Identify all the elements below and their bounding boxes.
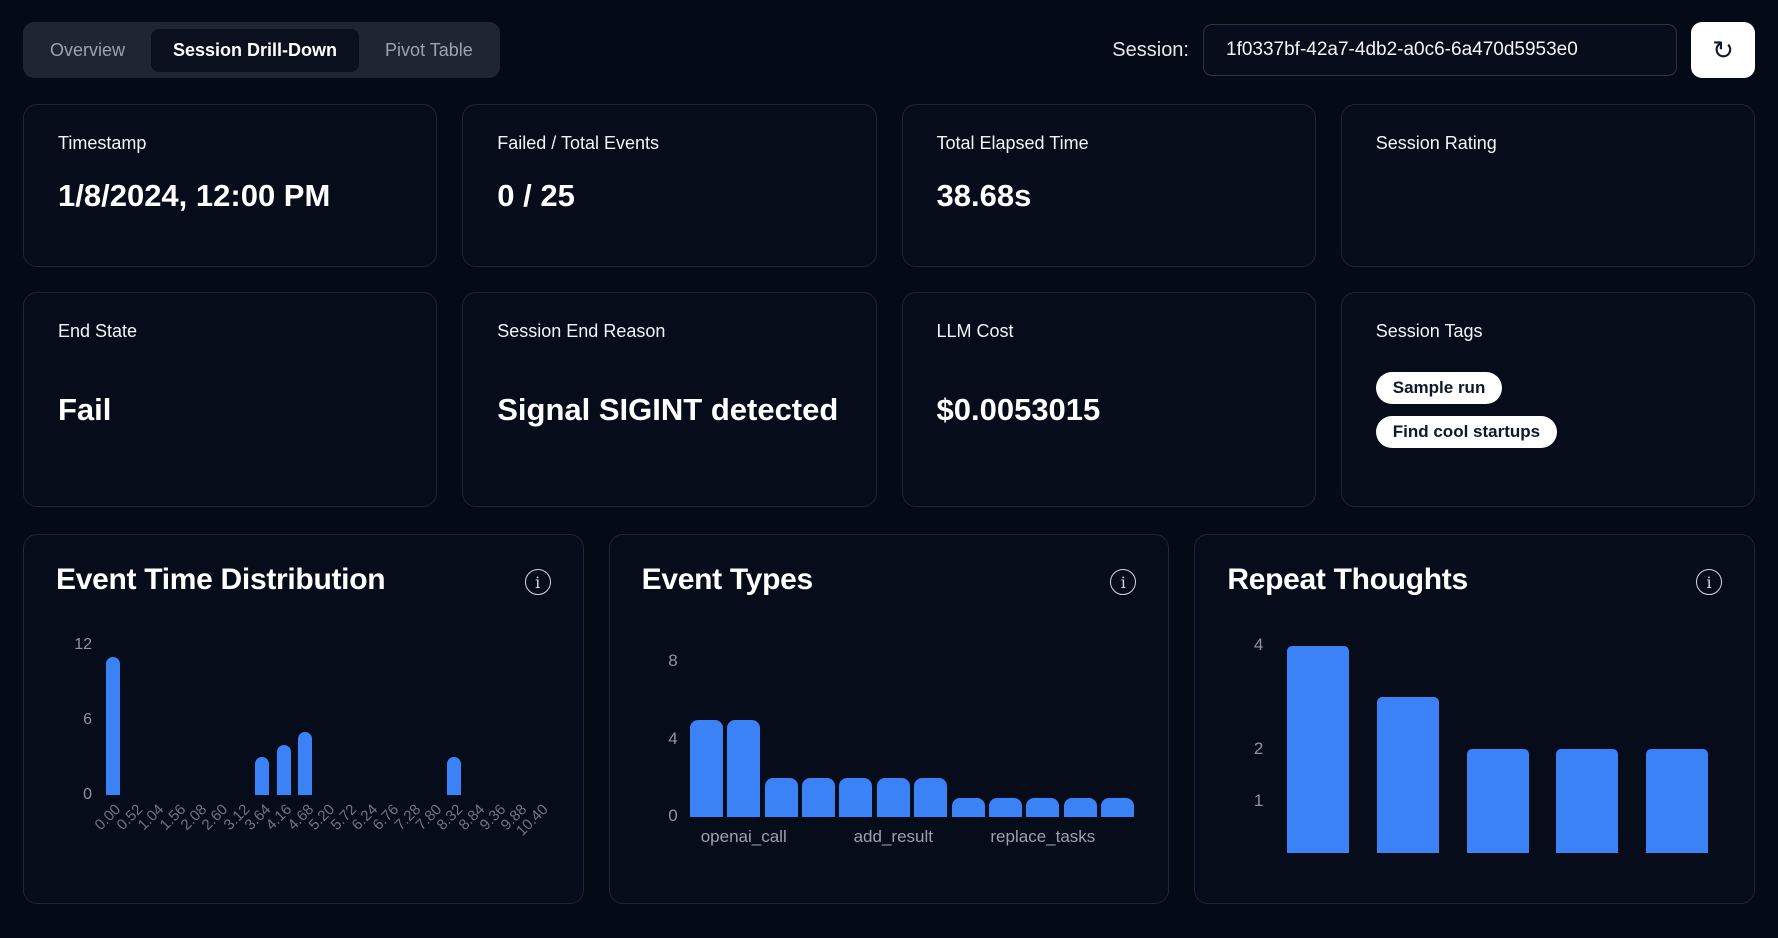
stats-row-1: Timestamp 1/8/2024, 12:00 PM Failed / To… — [23, 104, 1755, 267]
card-total-elapsed-time: Total Elapsed Time 38.68s — [901, 104, 1316, 267]
bar[interactable] — [1556, 749, 1619, 853]
stat-label: Failed / Total Events — [497, 133, 660, 153]
stat-value: Fail — [58, 391, 112, 427]
stat-label: Session Rating — [1375, 133, 1497, 153]
card-session-rating: Session Rating — [1340, 104, 1755, 267]
stat-value: 1/8/2024, 12:00 PM — [58, 177, 331, 213]
y-axis-tick: 4 — [668, 728, 678, 748]
bar[interactable] — [1287, 646, 1350, 853]
bar[interactable] — [1026, 798, 1060, 817]
y-axis-tick: 2 — [1253, 738, 1264, 758]
bar[interactable] — [447, 757, 462, 795]
bar[interactable] — [839, 778, 873, 817]
card-failed-total-events: Failed / Total Events 0 / 25 — [462, 104, 877, 267]
chart-title: Repeat Thoughts — [1227, 563, 1468, 596]
top-bar: Overview Session Drill-Down Pivot Table … — [23, 22, 1755, 78]
y-axis-tick: 0 — [668, 806, 678, 826]
session-label: Session: — [1112, 38, 1189, 61]
bar[interactable] — [802, 778, 836, 817]
bar[interactable] — [914, 778, 948, 817]
y-axis-tick: 0 — [83, 785, 92, 803]
stat-label: Total Elapsed Time — [936, 133, 1089, 153]
bar[interactable] — [988, 798, 1022, 817]
session-id-input[interactable] — [1203, 24, 1677, 76]
session-tag-pill: Find cool startups — [1375, 416, 1558, 448]
bar[interactable] — [276, 745, 291, 795]
bar[interactable] — [297, 732, 312, 795]
info-icon[interactable]: i — [524, 569, 551, 595]
tab-pivot-table[interactable]: Pivot Table — [363, 29, 495, 72]
stat-label: End State — [58, 321, 138, 341]
stats-row-2: End State Fail Session End Reason Signal… — [23, 292, 1755, 507]
x-axis-tick: openai_call — [700, 827, 787, 846]
y-axis-tick: 1 — [1253, 790, 1264, 810]
stat-value: 38.68s — [936, 177, 1032, 213]
stat-label: Session End Reason — [497, 321, 666, 341]
dashboard-page: Overview Session Drill-Down Pivot Table … — [23, 22, 1755, 904]
chart-card-repeat-thoughts: Repeat Thoughts i 4 2 1 — [1194, 534, 1755, 904]
repeat-thoughts-chart[interactable]: 4 2 1 — [1227, 630, 1722, 903]
y-axis-tick: 12 — [74, 635, 92, 653]
chart-card-event-types: Event Types i 8 4 0 openai_call add_result re… — [608, 534, 1170, 904]
stat-label: Timestamp — [58, 133, 147, 153]
bar[interactable] — [255, 757, 270, 795]
session-tags-list: Sample run Find cool startups — [1375, 342, 1720, 478]
chart-title: Event Types — [641, 563, 814, 596]
info-icon[interactable]: i — [1110, 569, 1137, 595]
x-axis-tick: add_result — [853, 827, 933, 846]
chart-card-event-time-distribution: Event Time Distribution i 12 6 0 0.00 0.52 1.… — [23, 534, 584, 904]
bar[interactable] — [105, 657, 120, 795]
stat-label: Session Tags — [1375, 321, 1483, 341]
bar[interactable] — [1466, 749, 1529, 853]
tab-session-drill-down[interactable]: Session Drill-Down — [151, 28, 360, 72]
stat-value: 0 / 25 — [497, 177, 575, 213]
info-icon[interactable]: i — [1696, 569, 1722, 595]
bar[interactable] — [1101, 798, 1135, 817]
stat-label: LLM Cost — [936, 321, 1014, 341]
y-axis-tick: 8 — [668, 651, 678, 671]
view-tabs: Overview Session Drill-Down Pivot Table — [23, 22, 500, 78]
session-selector: Session: ↻ — [1112, 22, 1755, 78]
stat-value: $0.0053015 — [936, 391, 1101, 427]
bar[interactable] — [1063, 798, 1097, 817]
bar[interactable] — [727, 720, 761, 817]
stat-value: Signal SIGINT detected — [497, 391, 839, 427]
card-llm-cost: LLM Cost $0.0053015 — [901, 292, 1316, 507]
bar[interactable] — [764, 778, 798, 817]
event-time-distribution-chart[interactable]: 12 6 0 0.00 0.52 1.04 1.56 2.08 2.60 3.12 3.64 4.16… — [56, 636, 552, 903]
chart-title: Event Time Distribution — [56, 563, 386, 596]
y-axis-tick: 6 — [83, 710, 92, 728]
card-session-end-reason: Session End Reason Signal SIGINT detecte… — [462, 292, 877, 507]
event-types-chart[interactable]: 8 4 0 openai_call add_result replace_tasks — [642, 651, 1137, 903]
card-end-state: End State Fail — [23, 292, 438, 507]
tab-overview[interactable]: Overview — [28, 29, 147, 72]
bar[interactable] — [951, 798, 985, 817]
bar[interactable] — [876, 778, 910, 817]
bar[interactable] — [689, 720, 723, 817]
y-axis-tick: 4 — [1253, 634, 1264, 654]
refresh-button[interactable]: ↻ — [1691, 22, 1755, 78]
refresh-icon: ↻ — [1712, 35, 1734, 65]
card-session-tags: Session Tags Sample run Find cool startup… — [1340, 292, 1755, 507]
x-axis-tick: replace_tasks — [990, 827, 1096, 846]
card-timestamp: Timestamp 1/8/2024, 12:00 PM — [23, 104, 438, 267]
bar[interactable] — [1646, 749, 1709, 853]
bar[interactable] — [1376, 697, 1439, 853]
charts-row: Event Time Distribution i 12 6 0 0.00 0.52 1.… — [23, 534, 1755, 904]
session-tag-pill: Sample run — [1375, 372, 1503, 404]
